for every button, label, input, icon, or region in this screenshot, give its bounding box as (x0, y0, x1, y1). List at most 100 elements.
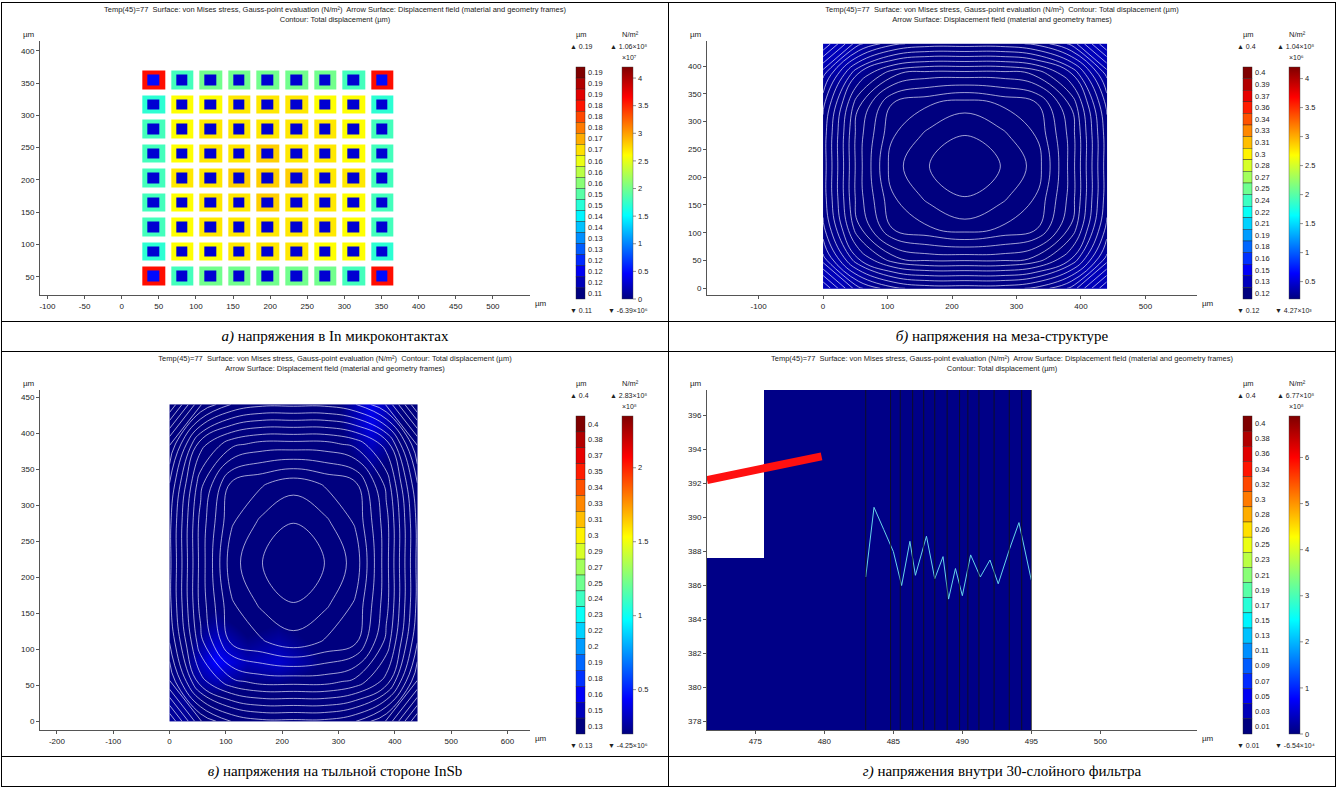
svg-text:0.33: 0.33 (1255, 126, 1270, 135)
svg-text:0.5: 0.5 (638, 685, 648, 694)
svg-text:0.13: 0.13 (1255, 277, 1270, 286)
svg-text:388: 388 (688, 547, 702, 556)
svg-text:0.38: 0.38 (1255, 434, 1270, 443)
svg-text:150: 150 (21, 609, 35, 618)
svg-text:500: 500 (486, 302, 500, 311)
svg-text:200: 200 (276, 737, 290, 746)
svg-text:µm: µm (1243, 379, 1254, 388)
svg-text:4: 4 (1305, 74, 1309, 83)
svg-text:▲ 0.19: ▲ 0.19 (570, 43, 593, 50)
svg-text:0.34: 0.34 (1255, 465, 1270, 474)
svg-text:0.12: 0.12 (1255, 289, 1270, 298)
svg-text:350: 350 (21, 465, 35, 474)
svg-text:0.18: 0.18 (588, 674, 603, 683)
svg-text:0.22: 0.22 (1255, 208, 1270, 217)
svg-text:0.22: 0.22 (588, 626, 603, 635)
svg-text:200: 200 (21, 176, 35, 185)
svg-text:100: 100 (189, 302, 203, 311)
svg-text:500: 500 (1094, 737, 1108, 746)
svg-text:390: 390 (688, 513, 702, 522)
svg-text:N/m²: N/m² (622, 30, 639, 39)
svg-text:1.5: 1.5 (638, 212, 648, 221)
svg-text:0.29: 0.29 (588, 547, 603, 556)
svg-text:0.37: 0.37 (1255, 92, 1270, 101)
svg-text:0.07: 0.07 (1255, 677, 1270, 686)
svg-text:0.3: 0.3 (1255, 495, 1265, 504)
svg-text:0.24: 0.24 (1255, 196, 1270, 205)
svg-text:396: 396 (688, 411, 702, 420)
svg-text:0: 0 (167, 737, 172, 746)
svg-text:×10⁸: ×10⁸ (1289, 403, 1304, 410)
svg-text:0.19: 0.19 (588, 68, 603, 77)
svg-text:0.28: 0.28 (1255, 510, 1270, 519)
svg-text:µm: µm (690, 379, 702, 388)
svg-text:N/m²: N/m² (622, 379, 639, 388)
svg-text:6: 6 (1305, 453, 1309, 462)
svg-text:3.5: 3.5 (638, 101, 648, 110)
svg-text:▼ -4.25×10⁶: ▼ -4.25×10⁶ (608, 742, 648, 749)
svg-text:400: 400 (688, 62, 702, 71)
svg-text:1.5: 1.5 (638, 537, 648, 546)
svg-text:0.18: 0.18 (588, 123, 603, 132)
svg-text:0.18: 0.18 (1255, 242, 1270, 251)
svg-text:0.11: 0.11 (588, 289, 602, 298)
svg-text:0.17: 0.17 (588, 134, 603, 143)
svg-text:0.5: 0.5 (1305, 277, 1315, 286)
svg-text:0.19: 0.19 (588, 658, 603, 667)
svg-text:0.18: 0.18 (588, 112, 603, 121)
svg-text:4: 4 (1305, 545, 1309, 554)
svg-text:350: 350 (688, 90, 702, 99)
svg-text:0.25: 0.25 (1255, 540, 1270, 549)
svg-text:0.4: 0.4 (1255, 68, 1265, 77)
svg-text:▼ 0.12: ▼ 0.12 (1237, 307, 1260, 314)
svg-text:400: 400 (388, 737, 402, 746)
svg-text:495: 495 (1025, 737, 1039, 746)
svg-text:250: 250 (21, 537, 35, 546)
svg-text:490: 490 (956, 737, 970, 746)
svg-text:0.15: 0.15 (1255, 266, 1270, 275)
svg-text:50: 50 (25, 681, 34, 690)
svg-text:400: 400 (21, 46, 35, 55)
svg-text:0.16: 0.16 (588, 179, 603, 188)
svg-text:480: 480 (818, 737, 832, 746)
svg-text:-50: -50 (79, 302, 91, 311)
svg-text:300: 300 (1010, 302, 1024, 311)
svg-text:50: 50 (154, 302, 163, 311)
svg-text:µm: µm (576, 379, 587, 388)
svg-text:0.18: 0.18 (588, 101, 603, 110)
svg-text:0.15: 0.15 (1255, 616, 1270, 625)
svg-text:250: 250 (688, 145, 702, 154)
svg-text:0.36: 0.36 (1255, 449, 1270, 458)
svg-text:0.38: 0.38 (588, 435, 603, 444)
svg-text:0.26: 0.26 (1255, 525, 1270, 534)
svg-text:0.12: 0.12 (588, 278, 603, 287)
svg-text:0.34: 0.34 (588, 483, 603, 492)
svg-text:400: 400 (1074, 302, 1088, 311)
svg-text:300: 300 (21, 111, 35, 120)
svg-text:µm: µm (535, 734, 547, 743)
svg-text:475: 475 (749, 737, 763, 746)
svg-text:0.15: 0.15 (588, 201, 603, 210)
svg-text:0.15: 0.15 (588, 190, 603, 199)
svg-text:0.13: 0.13 (588, 722, 603, 731)
svg-text:100: 100 (219, 737, 233, 746)
svg-text:100: 100 (21, 240, 35, 249)
svg-text:378: 378 (688, 717, 702, 726)
svg-text:×10⁸: ×10⁸ (622, 403, 637, 410)
svg-text:▲ 6.77×10⁸: ▲ 6.77×10⁸ (1277, 392, 1314, 399)
svg-text:0: 0 (697, 284, 702, 293)
svg-text:2.5: 2.5 (1305, 161, 1315, 170)
svg-text:485: 485 (887, 737, 901, 746)
svg-text:0.13: 0.13 (588, 245, 603, 254)
svg-text:350: 350 (21, 79, 35, 88)
svg-text:2: 2 (1305, 190, 1309, 199)
svg-text:1: 1 (638, 239, 642, 248)
svg-text:3: 3 (638, 129, 642, 138)
svg-text:0.2: 0.2 (588, 642, 598, 651)
svg-text:200: 200 (945, 302, 959, 311)
svg-text:0.21: 0.21 (1255, 571, 1270, 580)
svg-text:0.19: 0.19 (588, 79, 603, 88)
svg-text:0: 0 (30, 717, 35, 726)
svg-text:µm: µm (690, 30, 702, 39)
svg-text:µm: µm (1202, 734, 1214, 743)
